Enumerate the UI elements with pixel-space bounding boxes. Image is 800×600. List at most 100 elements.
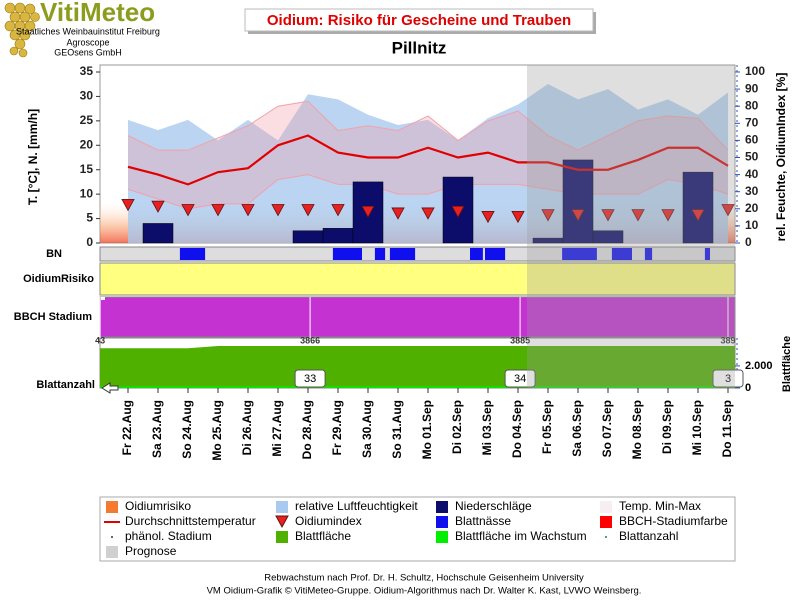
x-tick-label: Di 09.Sep — [660, 400, 674, 454]
legend-label: BBCH-Stadiumfarbe — [619, 514, 728, 528]
oidium-index-marker — [421, 207, 435, 220]
legend-label: Blattfläche — [295, 529, 351, 543]
leaf-wetness — [611, 248, 632, 260]
oidium-index-marker — [541, 209, 555, 222]
legend-label: Oidiumindex — [295, 514, 362, 528]
oidium-index-marker — [181, 204, 195, 217]
y2-tick-label: 90 — [745, 81, 759, 95]
legend-swatch — [436, 516, 448, 528]
legend-swatch — [106, 546, 118, 558]
oidium-index-marker — [301, 204, 315, 217]
y2-tick-label: 40 — [745, 167, 759, 181]
row-label: BBCH Stadium — [14, 311, 92, 323]
prognose-region — [527, 65, 735, 388]
x-tick-label: Fr 29.Aug — [330, 400, 344, 455]
leaf-count-box — [294, 369, 326, 388]
x-tick-label: Di 02.Sep — [450, 400, 464, 454]
bbch-gap — [101, 297, 105, 300]
precip-bar — [562, 159, 594, 244]
y-tick-label: 5 — [86, 211, 93, 225]
oidium-index-marker — [631, 209, 645, 222]
leaf-wetness — [374, 248, 386, 260]
x-tick-label: So 24.Aug — [180, 400, 194, 459]
oidium-index-marker — [571, 209, 585, 222]
legend-swatch — [106, 501, 118, 513]
leaf-tick-label: 0 — [745, 382, 751, 394]
x-tick-label: Mo 08.Sep — [630, 400, 644, 459]
y2-tick-label: 80 — [745, 98, 759, 112]
y2-tick-label: 60 — [745, 133, 759, 147]
leaf-wetness — [485, 248, 506, 260]
x-tick-label: Sa 23.Aug — [150, 400, 164, 458]
legend-swatch — [436, 501, 448, 513]
legend-label: Blattfläche im Wachstum — [455, 529, 587, 543]
leaf-count-label: 33 — [304, 373, 316, 385]
y-tick-label: 15 — [80, 162, 94, 176]
logo-line: Staatliches Weinbauinstitut Freiburg — [16, 26, 160, 36]
precip-bar — [142, 223, 174, 244]
oidium-index-marker — [481, 210, 495, 224]
legend-label: relative Luftfeuchtigkeit — [295, 499, 418, 513]
oidium-index-marker — [391, 207, 405, 220]
y-tick-label: 25 — [80, 113, 94, 127]
legend-swatch — [276, 501, 288, 513]
bbch-row — [99, 296, 736, 338]
row-label: Blattanzahl — [36, 379, 95, 391]
oidium-index-marker — [511, 210, 525, 224]
legend-swatch — [600, 501, 612, 513]
oidium-index-marker — [661, 209, 675, 222]
leaf-area — [100, 346, 735, 388]
arrow — [101, 382, 119, 394]
stage-label: 43 — [95, 335, 105, 345]
x-tick-label: Sa 06.Sep — [570, 400, 584, 457]
oidium-index-marker — [451, 205, 465, 219]
y2-tick-label: 10 — [745, 218, 759, 232]
y-tick-label: 0 — [86, 235, 93, 249]
y-axis-label: T. [°C], N. [mm/h] — [26, 109, 40, 205]
x-tick-label: Do 04.Sep — [510, 400, 524, 458]
stage-label: 3866 — [300, 335, 320, 345]
title-box — [244, 8, 594, 32]
footer: VM Oidium-Grafik © VitiMeteo-Gruppe. Oid… — [207, 586, 642, 597]
precip-bar — [592, 230, 624, 244]
oidium-index-marker — [721, 204, 735, 217]
legend-label: Temp. Min-Max — [619, 499, 701, 513]
blattflaeche-axis-label: Blattfläche — [781, 336, 793, 392]
x-tick-label: Fr 05.Sep — [540, 400, 554, 454]
x-tick-label: Mi 10.Sep — [690, 400, 704, 455]
leaf-tick-label: 2.000 — [745, 360, 773, 372]
legend-swatch — [111, 536, 113, 538]
x-tick-label: Mi 27.Aug — [270, 400, 284, 457]
oidium-index-marker — [331, 204, 345, 217]
oidium-index-marker — [121, 198, 135, 212]
chart-subtitle: Pillnitz — [392, 38, 447, 57]
x-tick-label: Di 26.Aug — [240, 400, 254, 455]
legend-swatch — [276, 531, 288, 543]
temp-min-line — [127, 174, 729, 210]
y2-tick-label: 50 — [745, 150, 759, 164]
legend-label: Blattanzahl — [619, 529, 678, 543]
leaf-count-box — [504, 369, 536, 388]
y2-tick-label: 0 — [745, 235, 752, 249]
legend-label: Durchschnittstemperatur — [125, 514, 256, 528]
x-tick-label: Fr 22.Aug — [120, 400, 134, 455]
y-tick-label: 20 — [80, 137, 94, 151]
y-tick-label: 10 — [80, 186, 94, 200]
leaf-wetness — [644, 248, 653, 260]
legend-label: Niederschläge — [455, 499, 532, 513]
oidium-index-marker — [361, 205, 375, 219]
leaf-wetness — [332, 248, 362, 260]
x-tick-label: Mo 01.Sep — [420, 400, 434, 459]
y2-tick-label: 70 — [745, 115, 759, 129]
x-tick-label: So 31.Aug — [390, 400, 404, 459]
legend-swatch — [600, 516, 612, 528]
row-label: OidiumRisiko — [23, 273, 94, 285]
legend-label: Prognose — [125, 544, 177, 558]
oidium-index-marker — [601, 209, 615, 222]
logo-line: Agroscope — [66, 37, 109, 47]
legend-label: Blattnässe — [455, 514, 511, 528]
stage-label: 389 — [720, 335, 735, 345]
legend-swatch — [275, 515, 289, 529]
footer: Rebwachstum nach Prof. Dr. H. Schultz, H… — [264, 573, 584, 584]
